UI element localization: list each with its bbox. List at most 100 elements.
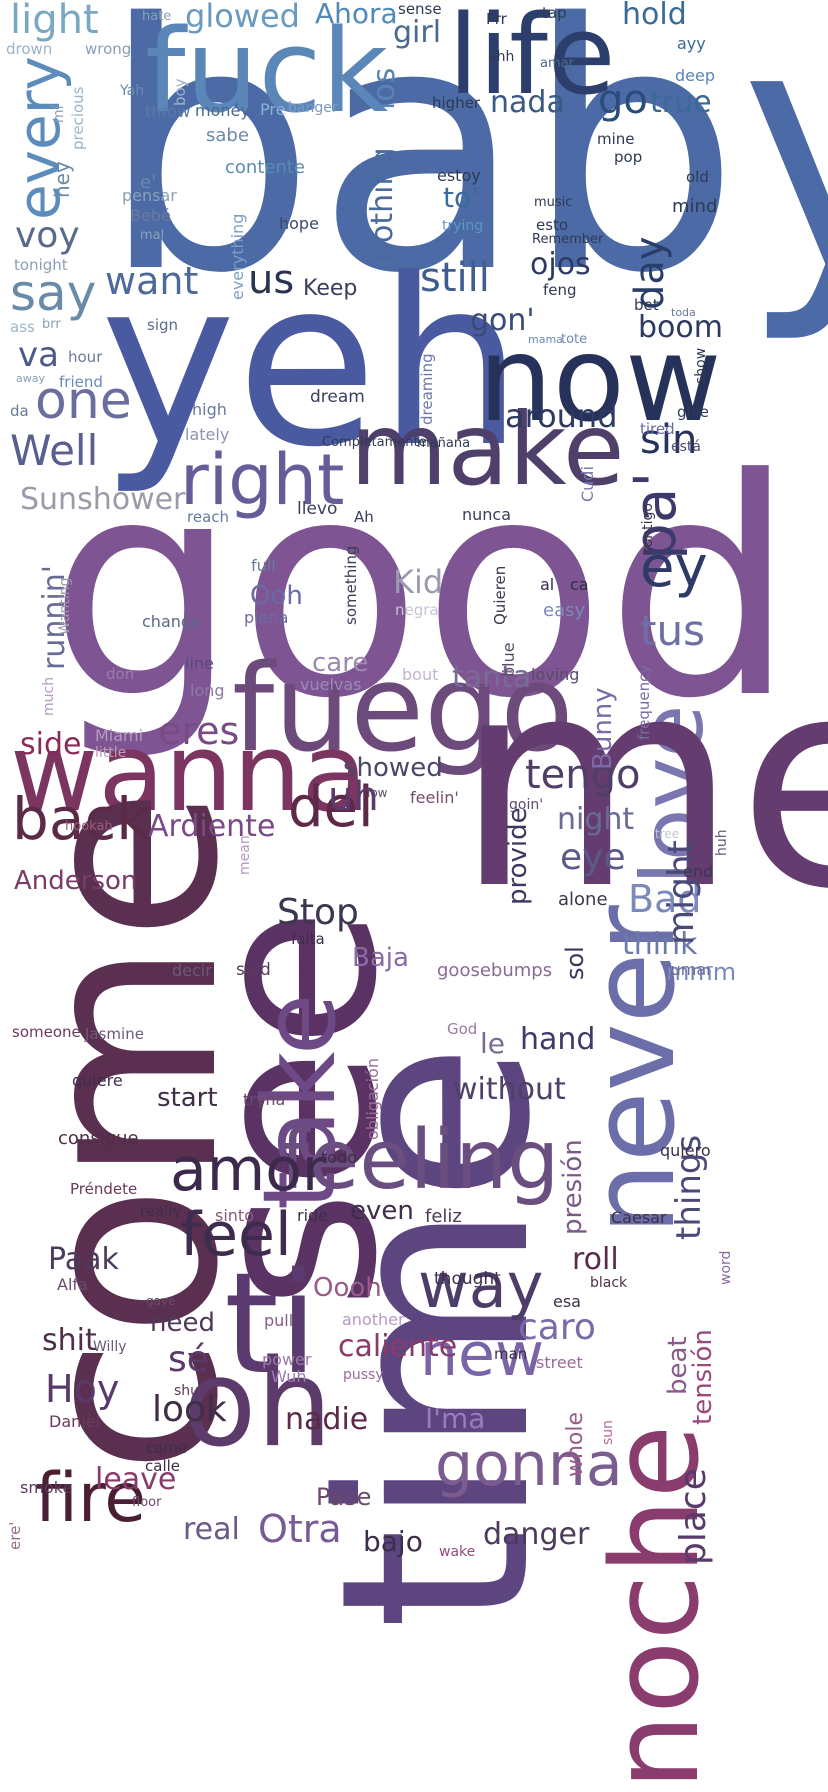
word: ca <box>570 575 589 594</box>
word: contigo <box>640 503 656 555</box>
word: tryna <box>243 1090 286 1109</box>
word: Kid <box>393 563 444 601</box>
word: sé <box>168 1339 209 1380</box>
word: sense <box>398 0 442 18</box>
word: fuego <box>232 640 574 779</box>
word: now <box>478 310 722 448</box>
word: much <box>41 676 57 716</box>
word: brr <box>42 317 61 332</box>
word: Pase <box>316 1483 372 1511</box>
word: goin' <box>509 797 544 813</box>
word: bajo <box>363 1525 423 1558</box>
word: God <box>447 1020 478 1038</box>
word: hate <box>142 9 172 24</box>
word: need <box>150 1308 215 1338</box>
word: still <box>420 255 490 301</box>
word: le <box>480 1027 506 1060</box>
word: without <box>453 1072 566 1107</box>
word: sinto <box>215 1206 254 1225</box>
word: todo <box>321 1148 358 1167</box>
word: Pre <box>260 100 286 119</box>
word: alone <box>558 889 608 910</box>
word: money <box>195 101 250 120</box>
word: baby <box>100 0 828 348</box>
word: quiero <box>660 1141 711 1160</box>
word: feng <box>543 281 577 299</box>
word: nada <box>490 85 565 120</box>
word: street <box>536 1353 583 1372</box>
word: Miami <box>95 726 144 745</box>
word: tired <box>640 420 675 438</box>
word: shit <box>42 1323 97 1358</box>
word: throw <box>145 102 191 121</box>
word: give <box>677 403 709 421</box>
word: glowed <box>185 0 300 35</box>
word: está <box>671 439 701 455</box>
word: sign <box>147 316 179 334</box>
word: feeling <box>280 1113 560 1208</box>
word: change <box>142 612 201 631</box>
word: Caesar <box>611 1208 667 1227</box>
word: falta <box>291 930 325 948</box>
word: Keep <box>303 276 358 301</box>
word: even <box>350 1196 414 1226</box>
word: one <box>35 371 132 431</box>
word: thought <box>434 1269 501 1289</box>
word: precious <box>69 86 87 150</box>
word: lately <box>185 425 230 444</box>
word: frequency <box>635 664 653 740</box>
word: Baja <box>352 943 409 973</box>
word: estoy <box>437 166 481 185</box>
word: obligación <box>363 1058 382 1140</box>
word: really <box>140 1202 182 1220</box>
word: showed <box>343 753 443 783</box>
word: sol <box>561 946 589 980</box>
word: feliz <box>425 1206 462 1227</box>
word: hookah <box>65 819 113 834</box>
word: tengo <box>525 752 641 798</box>
word: Daniel <box>49 1412 100 1431</box>
word: decir <box>172 961 212 980</box>
word: might <box>661 840 702 945</box>
word: end <box>683 862 714 881</box>
word: quiere <box>72 1071 123 1090</box>
word: another <box>342 1310 405 1329</box>
word: mañana <box>417 436 471 451</box>
word: ass <box>10 318 35 336</box>
word: Ardiente <box>148 809 276 844</box>
word: Préndete <box>70 1180 138 1198</box>
word: consigue <box>58 1128 139 1149</box>
word: amor <box>170 1135 327 1205</box>
word: Ahora <box>315 0 398 30</box>
word: make <box>350 391 625 508</box>
word: dream <box>310 387 365 407</box>
word: al <box>540 575 555 594</box>
word: uh <box>328 774 379 820</box>
word: right <box>180 439 345 521</box>
word: mama <box>528 333 563 346</box>
word: deep <box>675 66 715 85</box>
word: hold <box>622 0 687 32</box>
word: start <box>157 1083 218 1113</box>
word: Willy <box>93 1339 127 1355</box>
word: dreaming <box>418 353 436 425</box>
word: floor <box>132 1495 162 1510</box>
word: go <box>598 77 648 123</box>
word: sin <box>640 417 698 463</box>
word: higher <box>432 94 481 112</box>
word: drown <box>6 40 53 58</box>
word: light <box>10 0 99 43</box>
word: easy <box>543 600 586 621</box>
word: blue <box>499 642 518 677</box>
word: del <box>288 775 374 840</box>
word: esto <box>536 216 569 234</box>
word: music <box>534 195 573 210</box>
word: ayy <box>677 34 706 53</box>
word: pensar <box>122 186 177 205</box>
word: da <box>10 402 29 420</box>
word: Bebé <box>130 206 171 225</box>
word: wrong <box>85 40 132 58</box>
word: place <box>673 1468 714 1565</box>
word: friend <box>59 373 103 391</box>
